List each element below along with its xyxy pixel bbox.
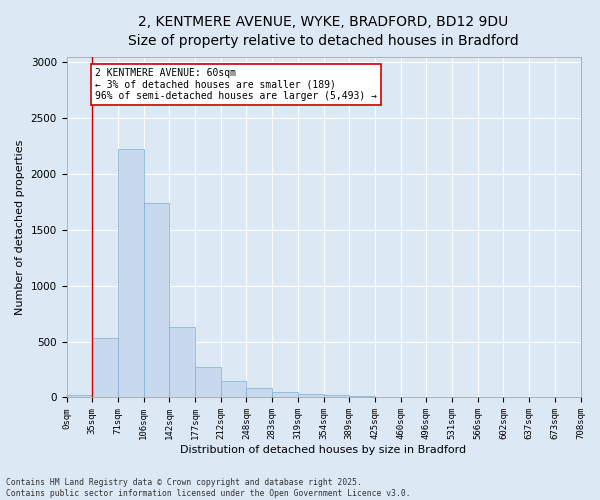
Bar — [298, 394, 323, 398]
Bar — [375, 397, 401, 398]
Text: Contains HM Land Registry data © Crown copyright and database right 2025.
Contai: Contains HM Land Registry data © Crown c… — [6, 478, 410, 498]
Bar — [247, 388, 272, 398]
Title: 2, KENTMERE AVENUE, WYKE, BRADFORD, BD12 9DU
Size of property relative to detach: 2, KENTMERE AVENUE, WYKE, BRADFORD, BD12… — [128, 15, 519, 48]
Bar — [195, 368, 221, 398]
Bar — [143, 203, 169, 398]
X-axis label: Distribution of detached houses by size in Bradford: Distribution of detached houses by size … — [181, 445, 467, 455]
Bar — [323, 394, 349, 398]
Bar — [221, 380, 247, 398]
Bar — [272, 392, 298, 398]
Text: 2 KENTMERE AVENUE: 60sqm
← 3% of detached houses are smaller (189)
96% of semi-d: 2 KENTMERE AVENUE: 60sqm ← 3% of detache… — [95, 68, 377, 101]
Bar — [118, 150, 143, 398]
Y-axis label: Number of detached properties: Number of detached properties — [15, 140, 25, 314]
Bar — [349, 396, 375, 398]
Bar — [67, 395, 92, 398]
Bar — [92, 338, 118, 398]
Bar — [169, 327, 195, 398]
